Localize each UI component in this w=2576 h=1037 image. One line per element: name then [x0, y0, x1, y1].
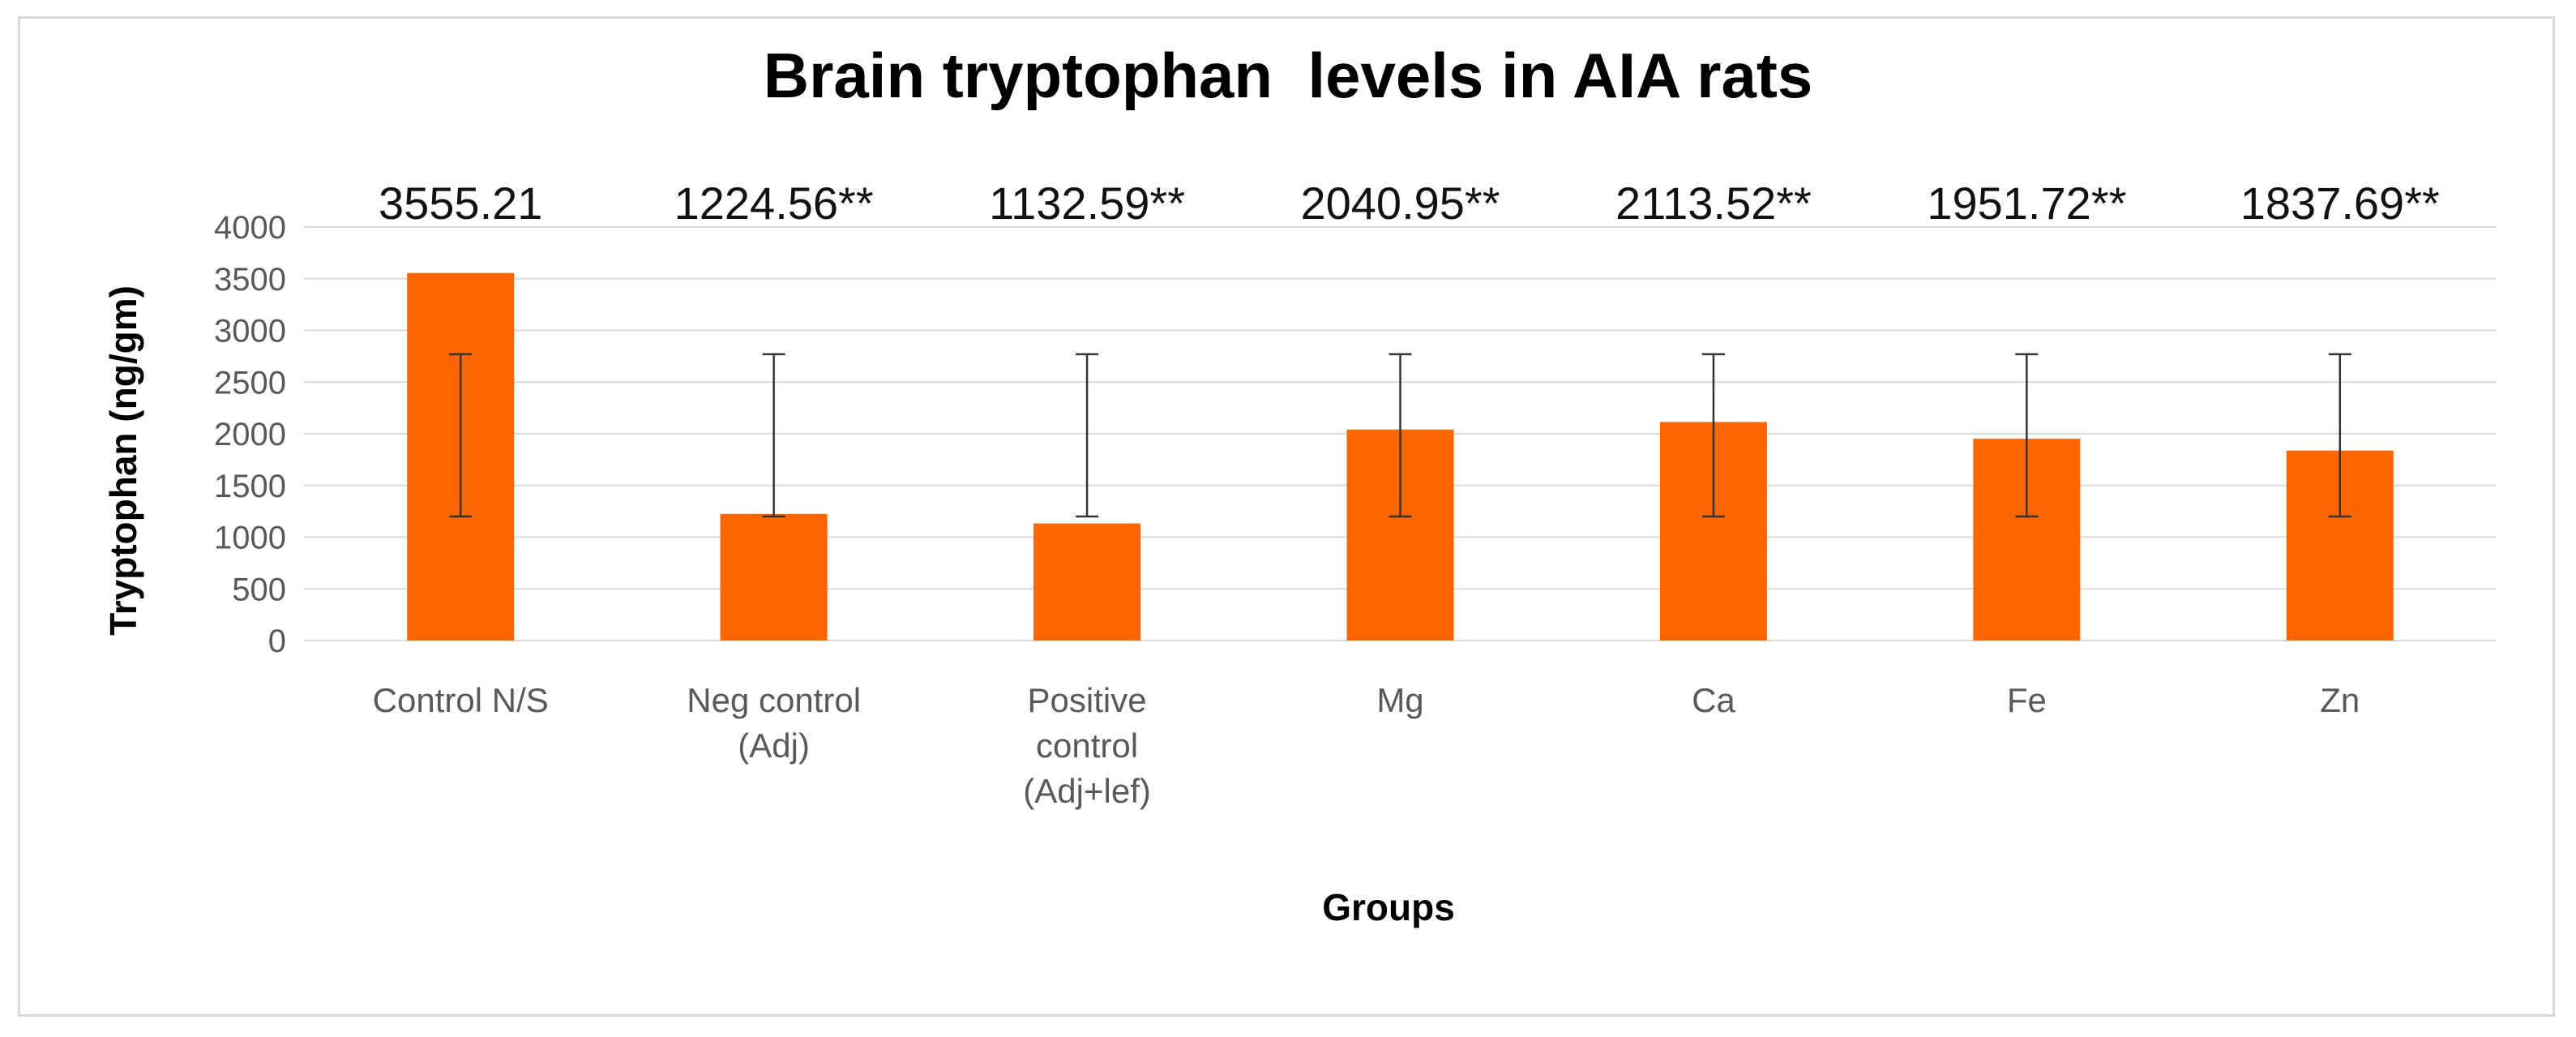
y-tick-label: 1500 — [214, 469, 286, 504]
x-axis-title: Groups — [1322, 886, 1455, 928]
x-tick-label: Neg control (Adj) — [687, 681, 861, 765]
x-tick-label: Zn — [2320, 681, 2360, 719]
error-bar — [449, 353, 473, 518]
bars — [407, 272, 2394, 641]
y-axis-ticks: 0 500 1000 1500 2000 2500 3000 3500 4000 — [214, 210, 286, 659]
data-label: 2113.52** — [1615, 178, 1812, 229]
data-label: 1837.69** — [2240, 178, 2440, 229]
x-tick-label: Ca — [1692, 681, 1735, 719]
y-tick-label: 2500 — [214, 365, 286, 401]
x-tick-label: Mg — [1376, 681, 1423, 719]
y-axis-title: Tryptophan (ng/gm) — [102, 285, 144, 636]
data-label: 1132.59** — [989, 178, 1185, 229]
y-tick-label: 500 — [232, 572, 286, 607]
y-tick-label: 3500 — [214, 262, 286, 298]
data-label: 3555.21 — [379, 178, 542, 229]
x-tick-label: Control N/S — [373, 681, 549, 719]
data-label: 1951.72** — [1927, 178, 2126, 229]
data-label: 1224.56** — [674, 178, 874, 229]
error-bar — [2015, 353, 2039, 518]
bar — [720, 513, 828, 641]
error-bar — [762, 353, 785, 518]
y-tick-label: 2000 — [214, 417, 286, 452]
y-tick-label: 4000 — [214, 210, 286, 246]
y-tick-label: 1000 — [214, 521, 286, 556]
x-tick-label: Fe — [2007, 681, 2047, 719]
error-bar — [2328, 353, 2351, 518]
data-label: 2040.95** — [1300, 178, 1500, 229]
chart-title: Brain tryptophan levels in AIA rats — [764, 40, 1813, 111]
x-axis-categories: Control N/S Neg control (Adj) Positive contr… — [373, 681, 2360, 810]
error-bars — [449, 353, 2351, 518]
y-tick-label: 0 — [268, 623, 286, 659]
data-labels: 3555.21 1224.56** 1132.59** 2040.95** 2113.5… — [379, 178, 2440, 229]
bar — [1033, 523, 1141, 641]
x-tick-label: Positive control (Adj+lef) — [1023, 681, 1151, 810]
error-bar — [1701, 353, 1725, 518]
error-bar — [1076, 353, 1099, 518]
error-bar — [1389, 353, 1412, 518]
y-tick-label: 3000 — [214, 314, 286, 349]
